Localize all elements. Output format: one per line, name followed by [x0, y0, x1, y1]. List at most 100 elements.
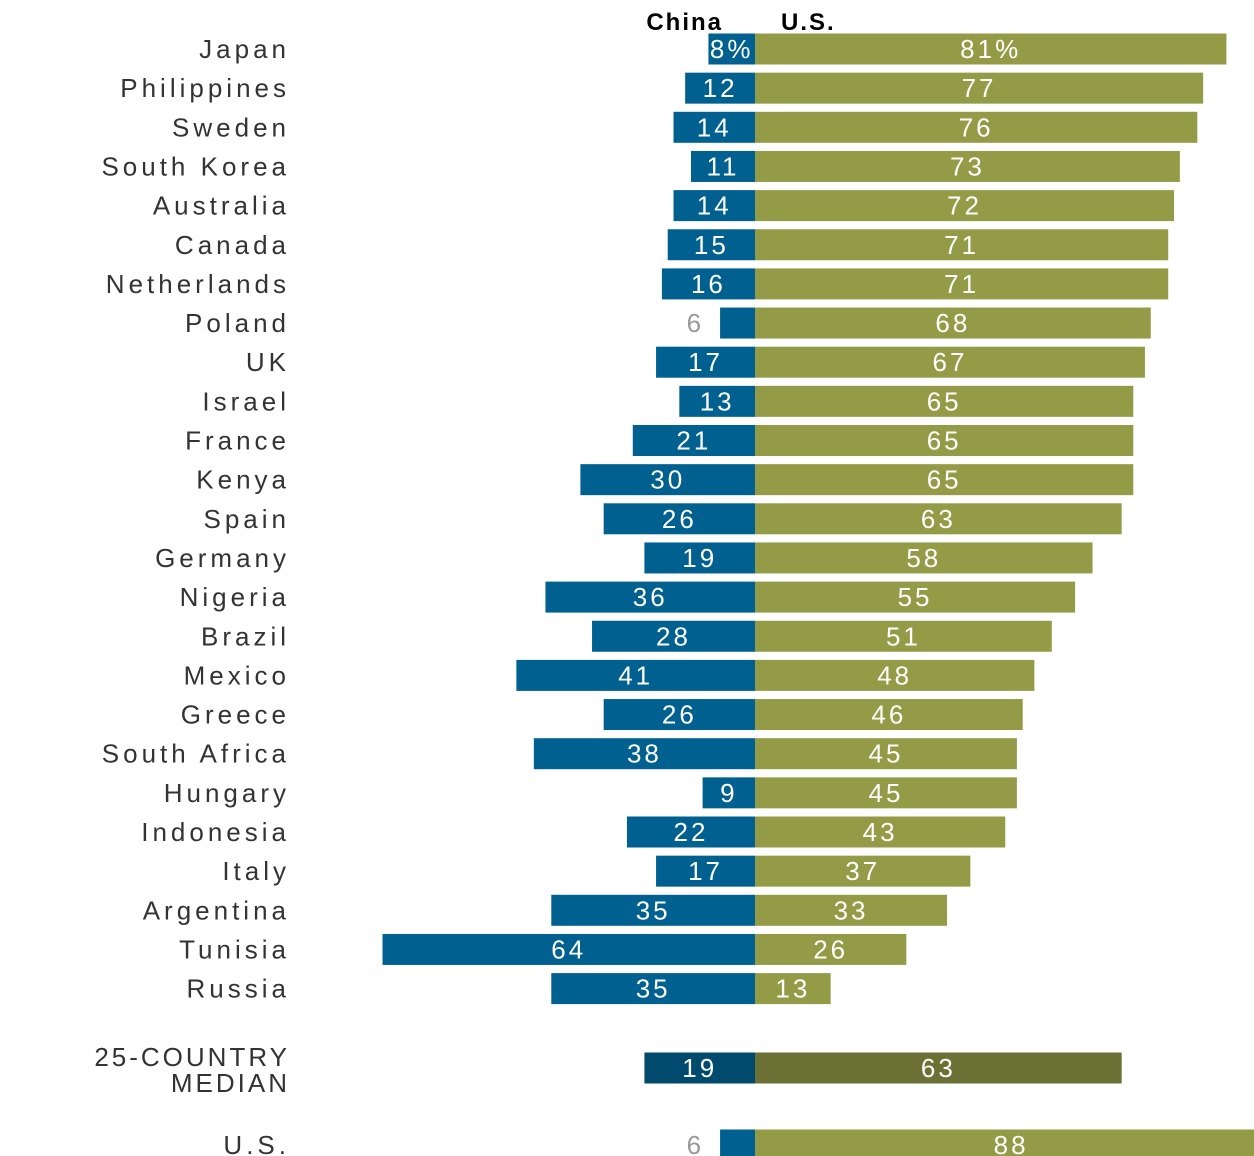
country-label: South Africa	[102, 739, 290, 769]
us-bar	[755, 307, 1151, 339]
us-value-label: 43	[863, 817, 898, 847]
country-label: Hungary	[164, 778, 290, 808]
china-value-label: 19	[682, 1053, 717, 1083]
chart-rows: Japan 8% 81% Philippines 12 77 Sweden 14 76 South…	[94, 33, 1254, 1156]
china-bar	[545, 581, 755, 613]
country-label: Argentina	[143, 895, 290, 925]
china-value-label: 12	[703, 73, 738, 103]
us-value-label: 58	[906, 543, 941, 573]
us-value-label: 37	[845, 856, 880, 886]
us-value-label: 13	[775, 974, 810, 1004]
us-bar	[755, 933, 907, 965]
china-bar	[516, 659, 755, 691]
us-bar	[755, 1052, 1122, 1084]
china-bar	[685, 72, 755, 104]
country-label: Netherlands	[106, 269, 290, 299]
china-value-label: 36	[633, 582, 668, 612]
us-bar	[755, 973, 831, 1005]
china-bar	[603, 503, 755, 535]
us-bar	[755, 699, 1023, 731]
china-bar	[644, 542, 755, 574]
country-label: Poland	[185, 308, 290, 338]
china-bar	[382, 933, 755, 965]
us-value-label: 33	[834, 895, 869, 925]
country-label: Germany	[155, 543, 290, 573]
china-value-label: 28	[656, 621, 691, 651]
us-bar	[755, 777, 1017, 809]
us-bar	[755, 72, 1204, 104]
us-bar	[755, 659, 1035, 691]
us-value-label: 48	[877, 660, 912, 690]
us-series-header: U.S.	[781, 9, 836, 36]
china-bar	[690, 150, 755, 182]
china-value-label: 30	[650, 465, 685, 495]
median-label-line1: 25-COUNTRY	[94, 1042, 290, 1072]
us-bar	[755, 229, 1169, 261]
country-label: France	[185, 426, 290, 456]
china-bar	[667, 229, 755, 261]
china-value-label: 26	[662, 700, 697, 730]
china-bar	[656, 855, 755, 887]
china-value-label: 19	[682, 543, 717, 573]
country-label: Tunisia	[179, 934, 290, 964]
china-value-label: 14	[697, 191, 732, 221]
us-value-label: 81%	[960, 34, 1021, 64]
us-value-label: 68	[935, 308, 970, 338]
china-value-label: 14	[697, 112, 732, 142]
us-value-label: 26	[813, 934, 848, 964]
us-bar	[755, 1129, 1254, 1156]
china-bar	[644, 1052, 755, 1084]
china-bar	[632, 425, 755, 456]
us-value-label: 88	[994, 1130, 1029, 1156]
us-value-label: 63	[921, 504, 956, 534]
us-value-label: 65	[927, 465, 962, 495]
china-value-label: 35	[636, 895, 671, 925]
china-value-label: 17	[688, 347, 723, 377]
china-bar	[720, 307, 755, 339]
country-label: South Korea	[101, 151, 290, 181]
china-value-label: 15	[694, 230, 729, 260]
china-value-label: 9	[720, 778, 737, 808]
country-label: U.S.	[223, 1130, 290, 1156]
us-value-label: 63	[921, 1053, 956, 1083]
china-bar	[702, 777, 755, 809]
china-bar	[551, 894, 755, 926]
china-bar	[551, 973, 755, 1005]
china-bar	[673, 190, 755, 222]
us-bar	[755, 738, 1017, 770]
china-value-label: 6	[687, 1130, 704, 1156]
us-bar	[755, 620, 1052, 652]
china-value-label: 35	[636, 974, 671, 1004]
us-bar	[755, 855, 971, 887]
country-label: Italy	[222, 856, 290, 886]
china-value-label: 17	[688, 856, 723, 886]
us-value-label: 76	[959, 112, 994, 142]
country-label: Mexico	[184, 660, 290, 690]
china-value-label: 13	[700, 386, 735, 416]
china-bar	[708, 33, 755, 65]
us-bar	[755, 190, 1175, 222]
median-label-line2: MEDIAN	[171, 1068, 290, 1098]
us-value-label: 71	[944, 230, 979, 260]
china-value-label: 21	[676, 426, 711, 456]
us-value-label: 51	[886, 621, 921, 651]
china-bar	[656, 346, 755, 378]
china-value-label: 64	[551, 934, 586, 964]
us-value-label: 45	[868, 739, 903, 769]
china-value-label: 8%	[710, 34, 754, 64]
us-bar	[755, 894, 948, 926]
country-label: Philippines	[120, 73, 290, 103]
us-bar	[755, 33, 1227, 65]
china-bar	[679, 385, 755, 417]
country-label: UK	[246, 347, 290, 377]
china-value-label: 26	[662, 504, 697, 534]
china-bar	[661, 268, 755, 300]
us-bar	[755, 111, 1198, 143]
us-value-label: 65	[927, 386, 962, 416]
china-bar	[592, 620, 755, 652]
china-bar	[533, 738, 755, 770]
china-value-label: 41	[618, 660, 653, 690]
china-bar	[626, 816, 755, 848]
us-value-label: 55	[898, 582, 933, 612]
